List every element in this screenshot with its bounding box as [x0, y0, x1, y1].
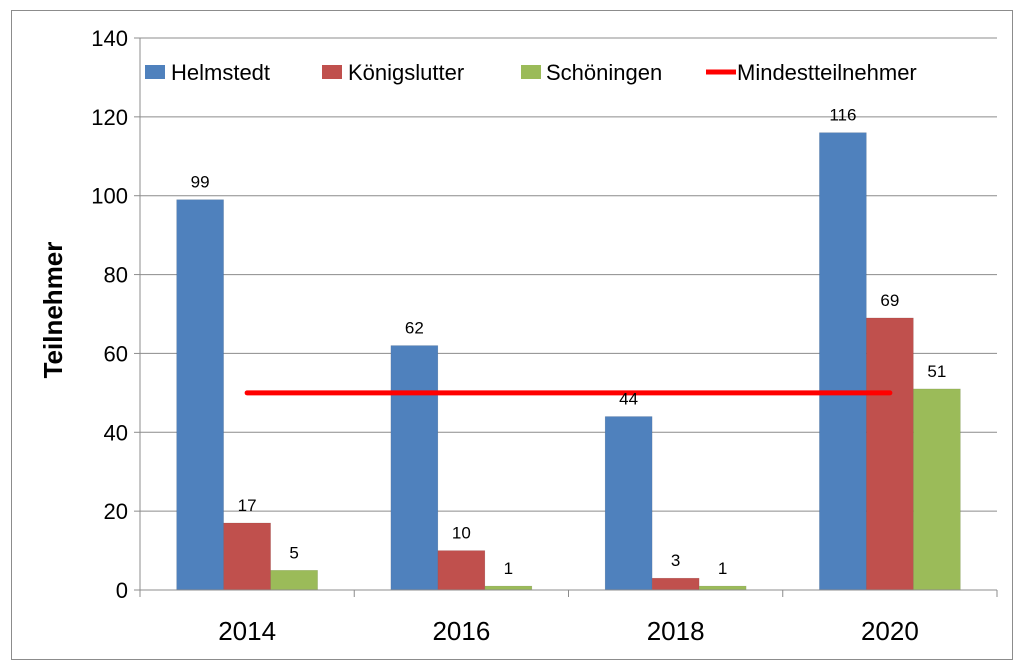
x-tick-label: 2016: [432, 616, 490, 646]
data-label: 3: [671, 551, 680, 570]
legend: Helmstedt Königslutter Schöningen Mindestte…: [145, 60, 917, 85]
y-axis-ticks: 0 20 40 60 80 100 120 140: [91, 26, 141, 603]
data-label: 17: [238, 496, 257, 515]
data-label: 116: [829, 106, 856, 125]
y-tick-label: 140: [91, 26, 128, 51]
legend-label: Schöningen: [546, 60, 662, 85]
data-label: 10: [452, 524, 471, 543]
x-axis: 2014 2016 2018 2020: [139, 589, 998, 646]
y-tick-label: 20: [104, 499, 128, 524]
legend-label: Mindestteilnehmer: [737, 60, 917, 85]
bar: [437, 550, 486, 591]
y-tick-label: 0: [116, 578, 128, 603]
bar: [270, 570, 318, 591]
bar: [866, 317, 914, 591]
x-tick-label: 2014: [218, 616, 276, 646]
x-tick-label: 2018: [647, 616, 705, 646]
data-label: 44: [619, 390, 638, 409]
y-tick-label: 120: [91, 105, 128, 130]
data-label: 1: [718, 559, 727, 578]
legend-swatch: [145, 65, 165, 79]
legend-swatch: [322, 65, 342, 79]
y-tick-label: 80: [104, 263, 128, 288]
y-tick-label: 40: [104, 420, 128, 445]
bar: [651, 577, 700, 591]
legend-label: Königslutter: [348, 60, 464, 85]
bar: [819, 132, 867, 591]
data-label: 1: [504, 559, 513, 578]
y-tick-label: 60: [104, 341, 128, 366]
data-labels: 99 17 5 62 10 1 44 3 1 116 69 51: [191, 106, 947, 578]
bar: [390, 345, 439, 591]
y-tick-label: 100: [91, 184, 128, 209]
bar: [698, 585, 747, 591]
bar: [913, 388, 961, 591]
x-tick-label: 2020: [861, 616, 919, 646]
bar: [604, 416, 653, 591]
data-label: 69: [880, 291, 899, 310]
legend-swatch: [521, 65, 541, 79]
bar: [176, 199, 224, 591]
data-label: 5: [289, 543, 298, 562]
legend-label: Helmstedt: [171, 60, 270, 85]
bar: [484, 585, 533, 591]
data-label: 62: [405, 319, 424, 338]
y-axis-label: Teilnehmer: [38, 242, 68, 379]
data-label: 51: [927, 362, 946, 381]
bar: [223, 522, 271, 591]
data-label: 99: [191, 173, 210, 192]
bars: [176, 132, 961, 591]
